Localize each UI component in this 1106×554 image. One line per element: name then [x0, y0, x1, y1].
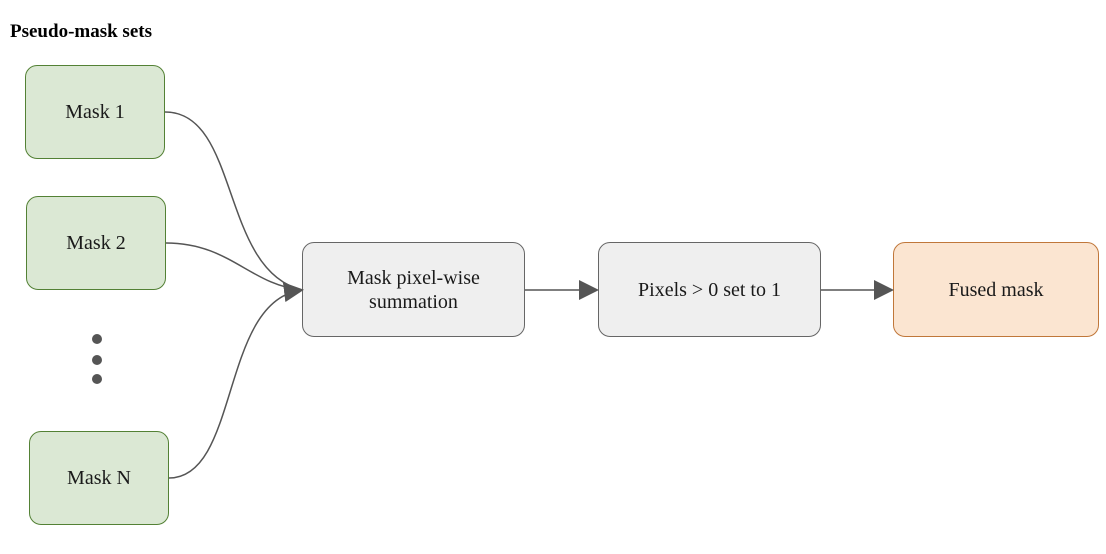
mask-2-node: Mask 2	[26, 196, 166, 290]
ellipsis-dot	[92, 374, 102, 384]
mask-2-label: Mask 2	[66, 232, 126, 254]
fused-mask-label: Fused mask	[948, 278, 1044, 301]
edge-mask-1-to-summation	[164, 111, 303, 291]
threshold-label: Pixels > 0 set to 1	[638, 278, 781, 301]
ellipsis-dot	[92, 334, 102, 344]
summation-label: Mask pixel-wise summation	[347, 266, 480, 313]
mask-n-node: Mask N	[29, 431, 169, 525]
fused-mask-node: Fused mask	[893, 242, 1099, 337]
threshold-node: Pixels > 0 set to 1	[598, 242, 821, 337]
ellipsis-dot	[92, 355, 102, 365]
mask-1-node: Mask 1	[25, 65, 165, 159]
mask-1-label: Mask 1	[65, 101, 125, 123]
mask-n-label: Mask N	[67, 467, 131, 489]
diagram-title: Pseudo-mask sets	[10, 21, 152, 42]
edge-mask-2-to-summation	[165, 242, 303, 291]
summation-node: Mask pixel-wise summation	[302, 242, 525, 337]
edge-mask-n-to-summation	[168, 282, 304, 479]
